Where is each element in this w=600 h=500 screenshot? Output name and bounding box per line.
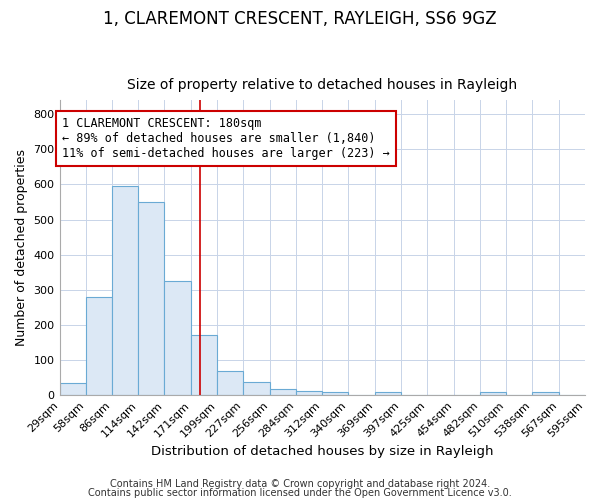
Bar <box>86 297 112 395</box>
Bar <box>322 392 348 395</box>
Text: 1 CLAREMONT CRESCENT: 180sqm
← 89% of detached houses are smaller (1,840)
11% of: 1 CLAREMONT CRESCENT: 180sqm ← 89% of de… <box>62 117 390 160</box>
Bar <box>296 391 322 395</box>
Bar <box>164 281 191 395</box>
Bar <box>112 186 139 395</box>
Bar <box>375 392 401 395</box>
Bar <box>59 383 86 395</box>
Text: Contains public sector information licensed under the Open Government Licence v3: Contains public sector information licen… <box>88 488 512 498</box>
Title: Size of property relative to detached houses in Rayleigh: Size of property relative to detached ho… <box>127 78 517 92</box>
Bar <box>217 370 244 395</box>
Bar <box>270 389 296 395</box>
Bar <box>532 392 559 395</box>
Bar <box>480 392 506 395</box>
Y-axis label: Number of detached properties: Number of detached properties <box>15 149 28 346</box>
Text: Contains HM Land Registry data © Crown copyright and database right 2024.: Contains HM Land Registry data © Crown c… <box>110 479 490 489</box>
Text: 1, CLAREMONT CRESCENT, RAYLEIGH, SS6 9GZ: 1, CLAREMONT CRESCENT, RAYLEIGH, SS6 9GZ <box>103 10 497 28</box>
Bar <box>139 202 164 395</box>
Bar <box>191 336 217 395</box>
X-axis label: Distribution of detached houses by size in Rayleigh: Distribution of detached houses by size … <box>151 444 494 458</box>
Bar <box>244 382 270 395</box>
